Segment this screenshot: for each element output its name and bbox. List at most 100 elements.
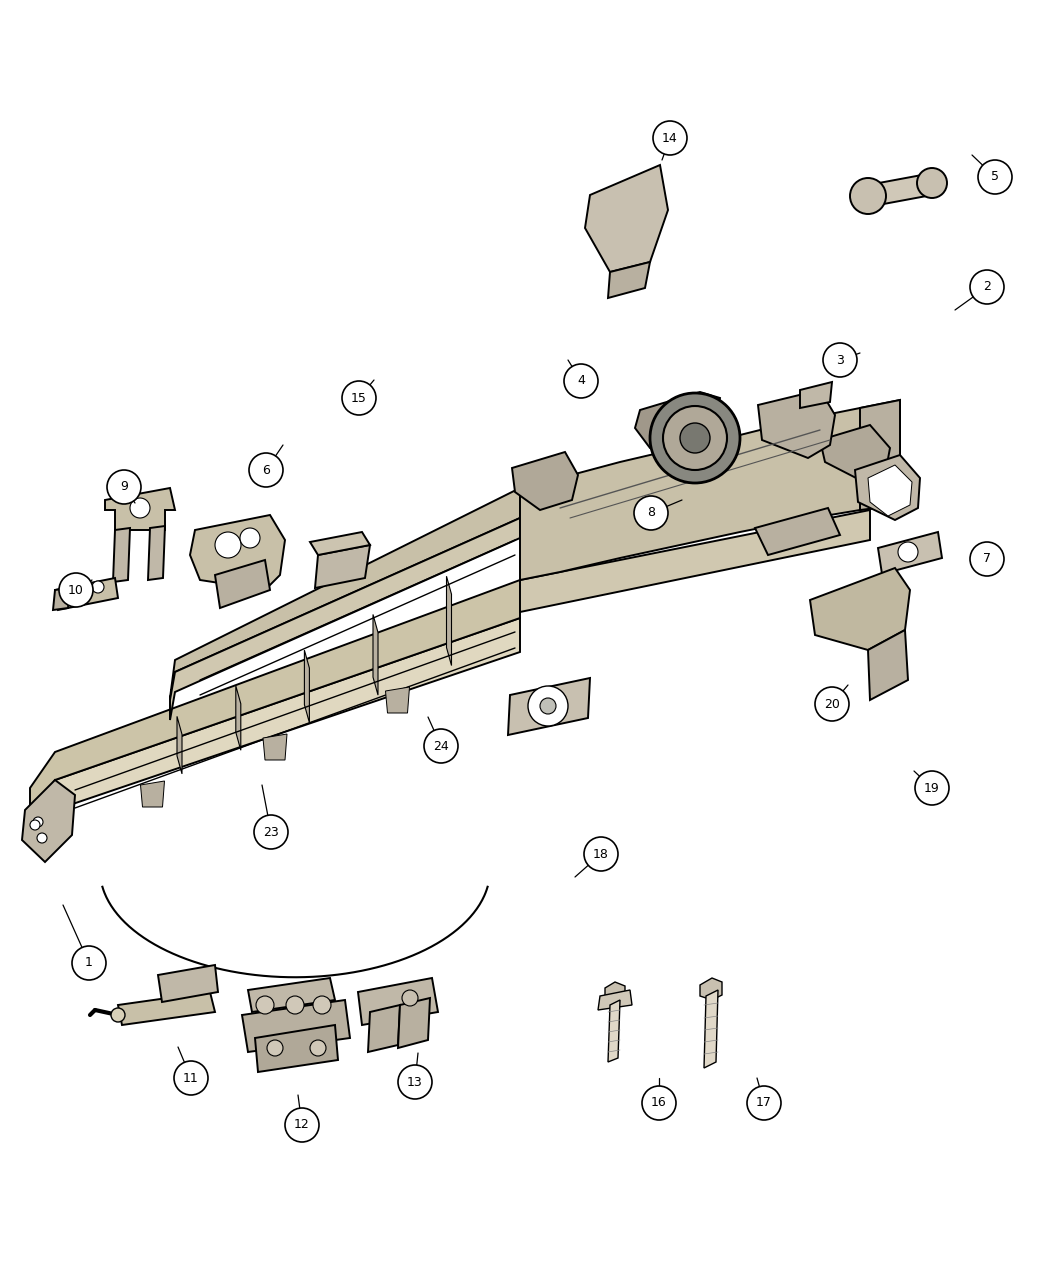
Polygon shape	[177, 717, 182, 774]
Polygon shape	[862, 172, 938, 208]
Text: 15: 15	[351, 391, 366, 404]
Polygon shape	[700, 978, 722, 1000]
Circle shape	[215, 532, 242, 558]
Polygon shape	[758, 390, 835, 458]
Circle shape	[130, 499, 150, 518]
Text: 10: 10	[68, 584, 84, 597]
Circle shape	[59, 572, 93, 607]
Circle shape	[254, 815, 288, 849]
Circle shape	[978, 159, 1012, 194]
Polygon shape	[520, 510, 870, 612]
Circle shape	[402, 989, 418, 1006]
Polygon shape	[605, 982, 625, 1002]
Text: 8: 8	[647, 506, 655, 519]
Polygon shape	[608, 261, 650, 298]
Circle shape	[286, 996, 304, 1014]
Circle shape	[174, 1061, 208, 1095]
Polygon shape	[255, 1025, 338, 1072]
Circle shape	[285, 1108, 319, 1142]
Circle shape	[970, 270, 1004, 303]
Polygon shape	[508, 678, 590, 734]
Polygon shape	[608, 1000, 619, 1062]
Circle shape	[680, 423, 710, 453]
Text: 1: 1	[85, 956, 93, 969]
Text: 13: 13	[407, 1076, 423, 1089]
Polygon shape	[170, 518, 520, 720]
Text: 16: 16	[651, 1096, 667, 1109]
Polygon shape	[512, 453, 578, 510]
Circle shape	[653, 121, 687, 156]
Circle shape	[30, 820, 40, 830]
Polygon shape	[141, 782, 165, 807]
Circle shape	[747, 1086, 781, 1119]
Text: 20: 20	[824, 697, 840, 710]
Circle shape	[650, 393, 740, 483]
Polygon shape	[810, 567, 910, 650]
Polygon shape	[236, 686, 240, 750]
Polygon shape	[242, 1000, 350, 1052]
Polygon shape	[30, 580, 520, 815]
Circle shape	[111, 1009, 125, 1023]
Circle shape	[915, 771, 949, 805]
Circle shape	[540, 697, 557, 714]
Circle shape	[634, 496, 668, 530]
Text: 24: 24	[433, 740, 449, 752]
Text: 7: 7	[983, 552, 991, 566]
Polygon shape	[358, 978, 438, 1025]
Circle shape	[663, 405, 727, 470]
Polygon shape	[820, 425, 890, 479]
Circle shape	[642, 1086, 676, 1119]
Polygon shape	[398, 998, 430, 1048]
Circle shape	[398, 1065, 432, 1099]
Polygon shape	[878, 532, 942, 574]
Polygon shape	[262, 734, 287, 760]
Polygon shape	[248, 978, 335, 1012]
Circle shape	[823, 343, 857, 377]
Polygon shape	[800, 382, 832, 408]
Polygon shape	[105, 488, 175, 530]
Text: 5: 5	[991, 171, 999, 184]
Circle shape	[69, 586, 81, 599]
Polygon shape	[868, 630, 908, 700]
Text: 23: 23	[264, 825, 279, 839]
Circle shape	[33, 817, 43, 827]
Polygon shape	[598, 989, 632, 1010]
Polygon shape	[446, 576, 452, 666]
Polygon shape	[158, 965, 218, 1002]
Circle shape	[850, 179, 886, 214]
Circle shape	[528, 686, 568, 725]
Text: 6: 6	[262, 464, 270, 477]
Polygon shape	[310, 532, 370, 555]
Text: 19: 19	[924, 782, 940, 794]
Text: 4: 4	[578, 375, 585, 388]
Polygon shape	[304, 650, 310, 723]
Circle shape	[256, 996, 274, 1014]
Circle shape	[584, 836, 618, 871]
Polygon shape	[868, 465, 912, 516]
Circle shape	[313, 996, 331, 1014]
Polygon shape	[22, 780, 75, 862]
Text: 11: 11	[183, 1071, 198, 1085]
Circle shape	[310, 1040, 326, 1056]
Circle shape	[37, 833, 47, 843]
Polygon shape	[30, 618, 520, 840]
Text: 9: 9	[120, 481, 128, 493]
Polygon shape	[55, 578, 118, 609]
Circle shape	[917, 168, 947, 198]
Polygon shape	[190, 515, 285, 590]
Circle shape	[72, 946, 106, 980]
Polygon shape	[373, 615, 378, 695]
Text: 14: 14	[663, 131, 678, 144]
Text: 17: 17	[756, 1096, 772, 1109]
Text: 12: 12	[294, 1118, 310, 1131]
Polygon shape	[585, 164, 668, 272]
Circle shape	[249, 453, 284, 487]
Circle shape	[342, 381, 376, 414]
Polygon shape	[215, 560, 270, 608]
Polygon shape	[704, 989, 718, 1068]
Polygon shape	[52, 588, 70, 609]
Polygon shape	[520, 400, 900, 580]
Circle shape	[564, 363, 598, 398]
Circle shape	[898, 542, 918, 562]
Circle shape	[970, 542, 1004, 576]
